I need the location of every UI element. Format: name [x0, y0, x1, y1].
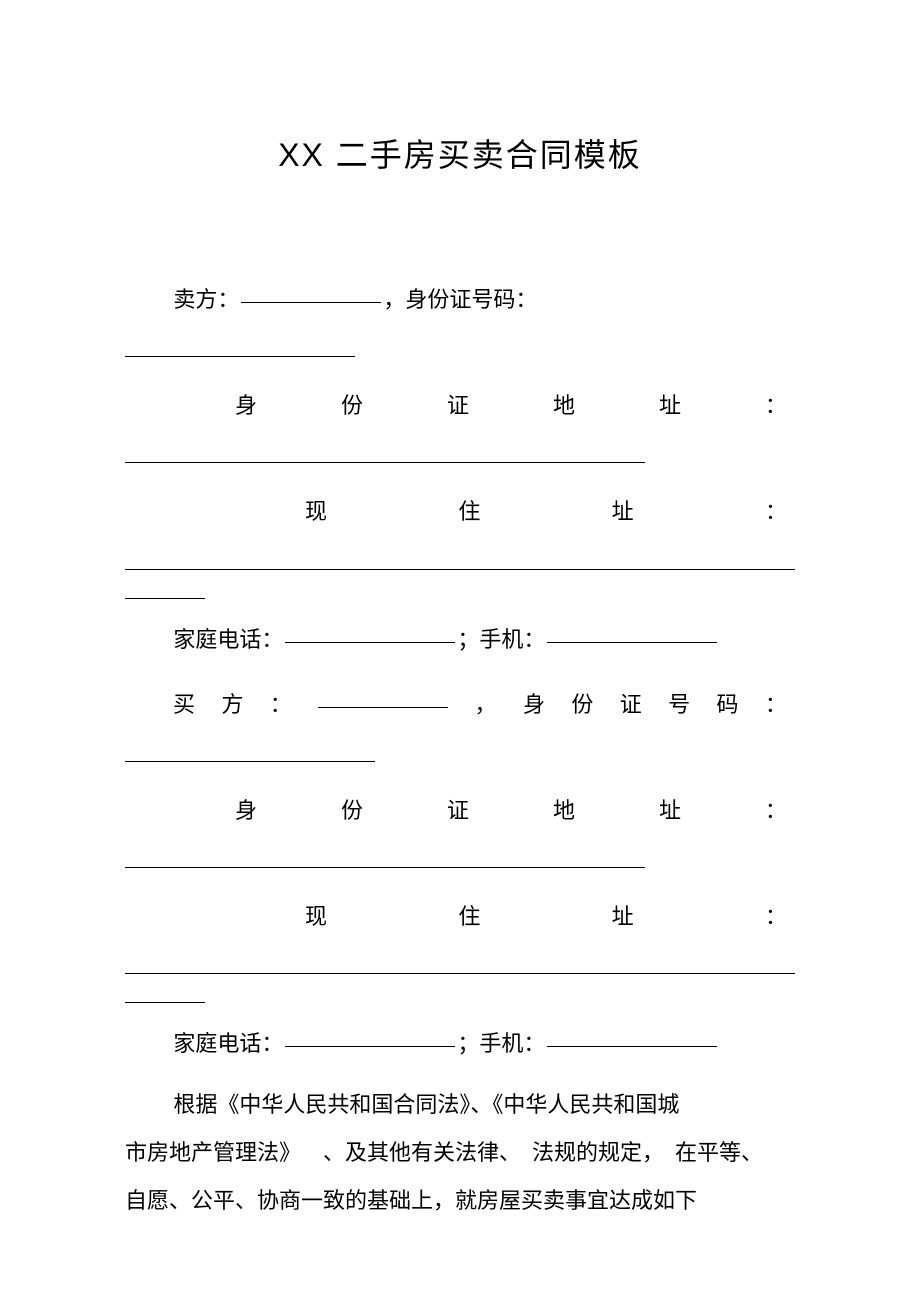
char: 份: [341, 377, 363, 434]
char: ：: [765, 676, 787, 733]
blank-seller-current-address-2: [125, 598, 205, 599]
seller-phone-line: 家庭电话： ；手机：: [125, 611, 795, 668]
char: 住: [458, 483, 480, 540]
buyer-mobile-label: ；手机：: [457, 1031, 545, 1056]
seller-mobile-label: ；手机：: [457, 627, 545, 652]
char: 现: [305, 483, 327, 540]
char: 地: [553, 782, 575, 839]
char: 址: [612, 483, 634, 540]
seller-label: 卖方：: [173, 287, 239, 312]
buyer-id-address-line: 身 份 证 地 址 ：: [125, 782, 795, 839]
char: 份: [571, 676, 593, 733]
body-line-3: 自愿、公平、协商一致的基础上，就房屋买卖事宜达成如下: [125, 1177, 795, 1225]
blank-buyer-home-phone: [285, 1046, 455, 1047]
blank-seller-current-address-1: [125, 569, 795, 570]
char: 证: [447, 377, 469, 434]
char: ：: [765, 377, 787, 434]
seller-id-address-line: 身 份 证 地 址 ：: [125, 377, 795, 434]
blank-seller-name: [241, 302, 381, 303]
document-content: 卖方：，身份证号码： 身 份 证 地 址 ： 现 住 址 ： 家庭电话：；手机：…: [125, 271, 795, 1226]
blank-seller-mobile: [547, 642, 717, 643]
char: 身: [523, 676, 545, 733]
char: 码: [717, 676, 739, 733]
buyer-home-phone-label: 家庭电话：: [173, 1031, 283, 1056]
body-line-2: 市房地产管理法》 、及其他有关法律、 法规的规定， 在平等、: [125, 1129, 795, 1177]
char: 址: [659, 782, 681, 839]
blank-buyer-id: [125, 761, 375, 762]
char: 证: [620, 676, 642, 733]
char: ：: [270, 676, 292, 733]
char: 身: [235, 782, 257, 839]
char: 身: [235, 377, 257, 434]
char: 买: [173, 676, 195, 733]
char: 地: [553, 377, 575, 434]
buyer-current-address-line: 现 住 址 ：: [125, 888, 795, 945]
char: 份: [341, 782, 363, 839]
blank-buyer-current-address-1: [125, 973, 795, 974]
char: 现: [305, 888, 327, 945]
char: 址: [612, 888, 634, 945]
blank-seller-home-phone: [285, 642, 455, 643]
blank-buyer-id-address: [125, 867, 645, 868]
buyer-line-1: 买 方 ： ， 身 份 证 号 码 ：: [125, 676, 795, 733]
char: ，: [475, 676, 497, 733]
document-title: XX 二手房买卖合同模板: [125, 130, 795, 176]
buyer-phone-line: 家庭电话： ；手机：: [125, 1015, 795, 1072]
seller-current-address-line: 现 住 址 ：: [125, 483, 795, 540]
char: 号: [668, 676, 690, 733]
blank-seller-id-address: [125, 462, 645, 463]
blank-buyer-mobile: [547, 1046, 717, 1047]
char: 方: [221, 676, 243, 733]
char: ：: [765, 483, 787, 540]
seller-id-label: ，身份证号码：: [383, 287, 537, 312]
seller-home-phone-label: 家庭电话：: [173, 627, 283, 652]
blank-buyer-current-address-2: [125, 1002, 205, 1003]
char: 证: [447, 782, 469, 839]
char: 址: [659, 377, 681, 434]
blank-buyer-name: [318, 707, 448, 708]
char: ：: [765, 782, 787, 839]
body-line-1: 根据《中华人民共和国合同法》、《中华人民共和国城: [125, 1081, 795, 1129]
seller-line-1: 卖方： ，身份证号码：: [125, 271, 795, 328]
blank-seller-id: [125, 356, 355, 357]
char: 住: [458, 888, 480, 945]
char: ：: [765, 888, 787, 945]
